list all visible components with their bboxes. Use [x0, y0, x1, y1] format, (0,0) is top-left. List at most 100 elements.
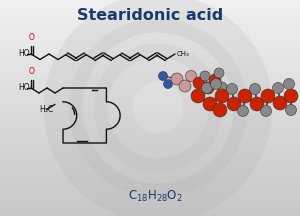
Circle shape	[260, 105, 272, 116]
Bar	[0, 18, 300, 19]
Bar	[0, 162, 300, 163]
Circle shape	[191, 89, 205, 103]
Bar	[0, 32, 300, 33]
Bar	[0, 168, 300, 169]
Bar	[0, 80, 300, 81]
Bar	[0, 53, 300, 54]
Bar	[0, 25, 300, 26]
Bar	[0, 137, 300, 138]
Bar	[0, 16, 300, 17]
Bar	[0, 0, 300, 1]
Bar	[0, 156, 300, 157]
Circle shape	[193, 77, 205, 89]
Bar	[0, 50, 300, 51]
Bar	[0, 107, 300, 108]
Bar	[0, 143, 300, 144]
Bar	[0, 115, 300, 116]
Bar	[0, 81, 300, 82]
Bar	[0, 155, 300, 156]
Bar	[0, 101, 300, 102]
Bar	[0, 173, 300, 174]
Circle shape	[226, 84, 238, 95]
Circle shape	[227, 97, 241, 111]
Bar	[0, 37, 300, 38]
Bar	[0, 61, 300, 62]
Text: Stearidonic acid: Stearidonic acid	[77, 8, 223, 23]
Circle shape	[215, 89, 229, 103]
Bar	[0, 144, 300, 145]
Bar	[0, 85, 300, 86]
Bar	[0, 124, 300, 125]
Bar	[0, 28, 300, 29]
Bar	[0, 84, 300, 85]
Bar	[0, 64, 300, 65]
Circle shape	[179, 80, 191, 92]
Bar	[0, 125, 300, 126]
Bar	[0, 15, 300, 16]
Bar	[0, 82, 300, 83]
Circle shape	[171, 73, 183, 85]
Bar	[0, 206, 300, 207]
Bar	[0, 104, 300, 105]
Bar	[0, 189, 300, 190]
Bar	[0, 62, 300, 63]
Bar	[0, 103, 300, 104]
Bar	[0, 157, 300, 158]
Text: O: O	[29, 33, 35, 43]
Bar	[0, 191, 300, 192]
Bar	[0, 160, 300, 161]
Bar	[0, 65, 300, 66]
Bar	[0, 99, 300, 100]
Bar	[0, 36, 300, 37]
Bar	[0, 184, 300, 185]
Bar	[0, 129, 300, 130]
Bar	[0, 108, 300, 109]
Bar	[0, 123, 300, 124]
Bar	[0, 116, 300, 117]
Circle shape	[158, 71, 167, 81]
Bar	[0, 181, 300, 182]
Bar	[0, 159, 300, 160]
Bar	[0, 158, 300, 159]
Circle shape	[284, 78, 295, 89]
Bar	[0, 154, 300, 155]
Bar	[0, 95, 300, 96]
Bar	[0, 26, 300, 27]
Bar	[0, 97, 300, 98]
Bar	[0, 175, 300, 176]
Bar	[0, 208, 300, 209]
Bar	[0, 210, 300, 211]
Bar	[0, 126, 300, 127]
Bar	[0, 96, 300, 97]
Bar	[0, 182, 300, 183]
Bar	[0, 3, 300, 4]
Bar	[0, 29, 300, 30]
Circle shape	[286, 105, 296, 116]
Bar	[0, 215, 300, 216]
Bar	[0, 149, 300, 150]
Bar	[0, 21, 300, 22]
Bar	[0, 68, 300, 69]
Bar	[0, 66, 300, 67]
Circle shape	[284, 89, 298, 103]
Bar	[0, 45, 300, 46]
Bar	[0, 94, 300, 95]
Bar	[0, 150, 300, 151]
Bar	[0, 20, 300, 21]
Bar	[0, 40, 300, 41]
Bar	[0, 49, 300, 50]
Bar	[0, 70, 300, 71]
Bar	[0, 75, 300, 76]
Bar	[0, 201, 300, 202]
Bar	[0, 151, 300, 152]
Bar	[0, 79, 300, 80]
Bar	[0, 6, 300, 7]
Bar	[0, 19, 300, 20]
Bar	[0, 179, 300, 180]
Bar	[0, 111, 300, 112]
Bar	[0, 152, 300, 153]
Bar	[0, 138, 300, 139]
Bar	[0, 56, 300, 57]
Bar	[0, 177, 300, 178]
Bar	[0, 35, 300, 36]
